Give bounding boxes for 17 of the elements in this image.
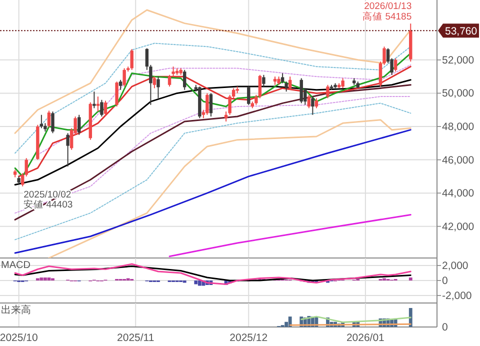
y-tick-label: 2,000 [442, 260, 468, 272]
y-tick-label: 44,000 [442, 188, 474, 200]
x-tick-label: 2025/10 [0, 332, 38, 344]
x-tick-label: 2025/11 [117, 332, 154, 344]
y-tick-label: 50,000 [442, 88, 474, 100]
ref-line-label: 53,760 [445, 25, 478, 38]
y-tick-label: -2,000 [442, 290, 472, 302]
y-tick-label: 0 [442, 275, 448, 287]
y-tick-label: 48,000 [442, 121, 474, 134]
chart-title: 出来高 [1, 304, 31, 316]
x-tick-label: 2025/12 [230, 332, 268, 344]
y-tick-label: 46,000 [442, 154, 474, 166]
x-tick-label: 2026/01 [346, 332, 385, 344]
y-tick-label: 42,000 [442, 220, 474, 233]
chart-title: MACD [1, 260, 30, 271]
annotation: 2026/01/13 高値 54185 [362, 1, 412, 23]
y-tick-label: 52,000 [442, 54, 474, 66]
